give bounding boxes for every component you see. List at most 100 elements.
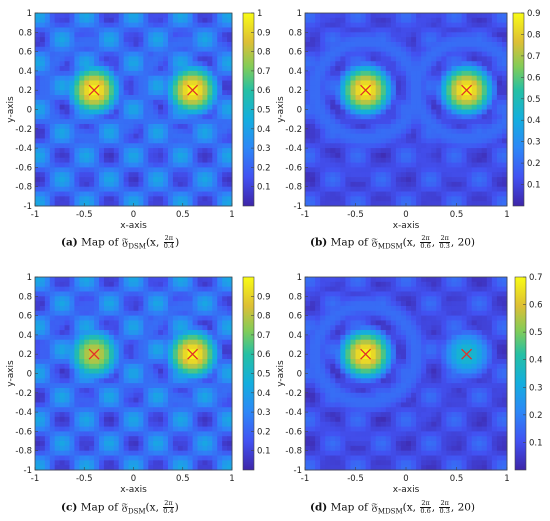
heat-cell bbox=[197, 157, 203, 163]
heat-field bbox=[35, 277, 233, 471]
heat-cell bbox=[39, 61, 46, 67]
heat-cell bbox=[446, 61, 452, 67]
heat-cell bbox=[138, 17, 144, 24]
heat-cell bbox=[167, 138, 174, 144]
heat-cell bbox=[167, 17, 174, 24]
heat-cell bbox=[94, 95, 100, 101]
heat-cell bbox=[461, 70, 467, 77]
heat-cell bbox=[123, 56, 129, 62]
heat-cell bbox=[113, 114, 120, 120]
heat-cell bbox=[335, 109, 341, 115]
heat-cell bbox=[39, 436, 46, 442]
heat-cell bbox=[436, 196, 442, 202]
heat-cell bbox=[69, 167, 75, 173]
heat-cell bbox=[217, 123, 223, 130]
heat-cell bbox=[128, 66, 134, 72]
heat-cell bbox=[128, 378, 134, 384]
heat-cell bbox=[108, 378, 115, 384]
heat-cell bbox=[325, 99, 331, 106]
heat-cell bbox=[182, 85, 189, 91]
heat-cell bbox=[217, 128, 223, 135]
heat-cell bbox=[133, 114, 139, 120]
heat-cell bbox=[74, 460, 80, 466]
heat-cell bbox=[501, 119, 508, 125]
heat-cell bbox=[44, 167, 51, 173]
heat-cell bbox=[182, 436, 189, 442]
heat-cell bbox=[99, 315, 105, 321]
heat-cell bbox=[49, 152, 56, 159]
heat-cell bbox=[108, 13, 115, 19]
heat-cell bbox=[89, 152, 95, 159]
heat-cell bbox=[64, 460, 70, 466]
heat-cell bbox=[207, 27, 213, 33]
heat-cell bbox=[44, 138, 51, 144]
heat-cell bbox=[35, 152, 41, 159]
heat-cell bbox=[44, 330, 51, 336]
heat-cell bbox=[79, 354, 85, 360]
heat-cell bbox=[138, 99, 144, 106]
heat-cell bbox=[94, 416, 100, 423]
heat-cell bbox=[187, 123, 193, 130]
heat-cell bbox=[138, 167, 144, 173]
heat-cell bbox=[84, 41, 90, 48]
heat-cell bbox=[64, 75, 70, 81]
heat-cell bbox=[486, 181, 493, 188]
heat-cell bbox=[491, 167, 498, 173]
heat-cell bbox=[456, 148, 462, 154]
heat-cell bbox=[158, 32, 164, 38]
heat-cell bbox=[44, 85, 51, 91]
heat-cell bbox=[167, 80, 174, 86]
heat-cell bbox=[54, 291, 61, 297]
heat-cell bbox=[501, 191, 508, 197]
heat-cell bbox=[320, 51, 326, 57]
heat-cell bbox=[133, 339, 139, 345]
heat-cell bbox=[59, 128, 65, 135]
heat-cell bbox=[49, 201, 56, 207]
heat-cell bbox=[335, 51, 341, 57]
heat-cell bbox=[335, 32, 341, 38]
heat-cell bbox=[89, 46, 95, 52]
heat-cell bbox=[456, 104, 462, 110]
source-marker bbox=[88, 348, 100, 360]
heat-cell bbox=[138, 196, 144, 202]
heat-cell bbox=[64, 277, 70, 283]
heat-cell bbox=[330, 162, 336, 168]
heat-cell bbox=[375, 152, 382, 159]
heat-cell bbox=[320, 104, 326, 110]
heat-cell bbox=[94, 305, 100, 312]
heat-cell bbox=[471, 80, 478, 86]
heat-cell bbox=[207, 450, 213, 456]
heat-cell bbox=[446, 157, 452, 163]
heat-cell bbox=[466, 80, 473, 86]
heat-cell bbox=[99, 41, 105, 48]
heat-cell bbox=[182, 51, 189, 57]
heat-cell bbox=[108, 128, 115, 135]
heat-cell bbox=[335, 27, 341, 33]
heat-cell bbox=[133, 90, 139, 96]
heat-cell bbox=[207, 128, 213, 135]
heat-cell bbox=[456, 167, 462, 173]
heat-cell bbox=[471, 61, 478, 67]
heat-cell bbox=[446, 114, 452, 120]
heat-cell bbox=[143, 133, 149, 139]
heat-cell bbox=[411, 162, 417, 168]
heat-cell bbox=[133, 359, 139, 365]
heat-cell bbox=[335, 56, 341, 62]
heat-cell bbox=[123, 61, 129, 67]
heat-cell bbox=[390, 157, 397, 163]
heat-cell bbox=[128, 441, 134, 447]
heat-cell bbox=[79, 109, 85, 115]
heat-cell bbox=[123, 70, 129, 77]
heat-cell bbox=[202, 368, 208, 374]
heat-cell bbox=[406, 80, 412, 86]
heat-cell bbox=[123, 95, 129, 101]
heat-cell bbox=[212, 133, 218, 139]
heat-cell bbox=[197, 143, 203, 149]
heat-cell bbox=[222, 56, 228, 62]
heat-cell bbox=[305, 70, 311, 77]
heat-cell bbox=[187, 296, 193, 302]
heat-cell bbox=[227, 85, 233, 91]
heat-cell bbox=[197, 286, 203, 292]
heat-cell bbox=[461, 80, 467, 86]
heat-cell bbox=[148, 281, 154, 288]
